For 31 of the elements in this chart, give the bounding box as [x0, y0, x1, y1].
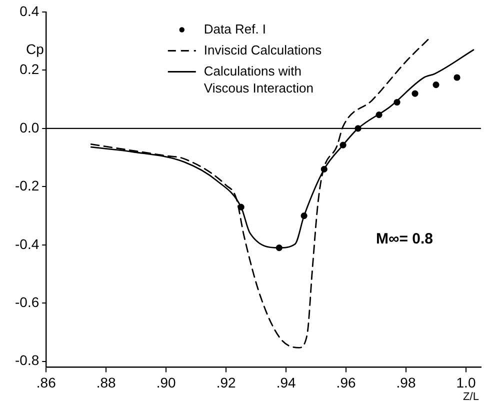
y-tick-label: -0.8	[15, 352, 40, 368]
x-tick-label: .98	[396, 374, 416, 390]
x-tick-label: 1.0	[456, 374, 476, 390]
x-tick-label: .90	[156, 374, 176, 390]
point	[454, 74, 460, 81]
legend-label: Calculations with Viscous Interaction	[204, 63, 314, 96]
x-tick-label: .96	[336, 374, 356, 390]
point	[238, 204, 244, 210]
y-tick-label: -0.4	[15, 236, 40, 252]
x-axis-title: Z/L	[463, 391, 479, 401]
x-tick-label: .92	[216, 374, 236, 390]
y-axis-title: Cp	[26, 40, 44, 57]
legend-label: Data Ref. I	[204, 21, 266, 36]
y-tick-label: 0.4	[20, 2, 40, 19]
y-tick-label: 0.0	[20, 119, 40, 136]
x-tick-label: .86	[36, 374, 56, 390]
point	[412, 90, 418, 97]
point	[432, 81, 440, 88]
y-tick-label: -0.6	[15, 294, 40, 310]
point	[276, 244, 282, 252]
x-tick-label: .88	[96, 374, 116, 390]
point	[340, 142, 346, 148]
point	[300, 212, 308, 220]
y-tick-label: 0.2	[20, 61, 40, 78]
point	[320, 166, 328, 173]
point	[376, 111, 382, 118]
annotation: M∞= 0.8	[376, 230, 433, 248]
legend-label: Inviscid Calculations	[204, 42, 322, 58]
y-tick-label: -0.2	[15, 178, 40, 194]
x-tick-label: .94	[276, 374, 296, 390]
point	[394, 98, 400, 106]
